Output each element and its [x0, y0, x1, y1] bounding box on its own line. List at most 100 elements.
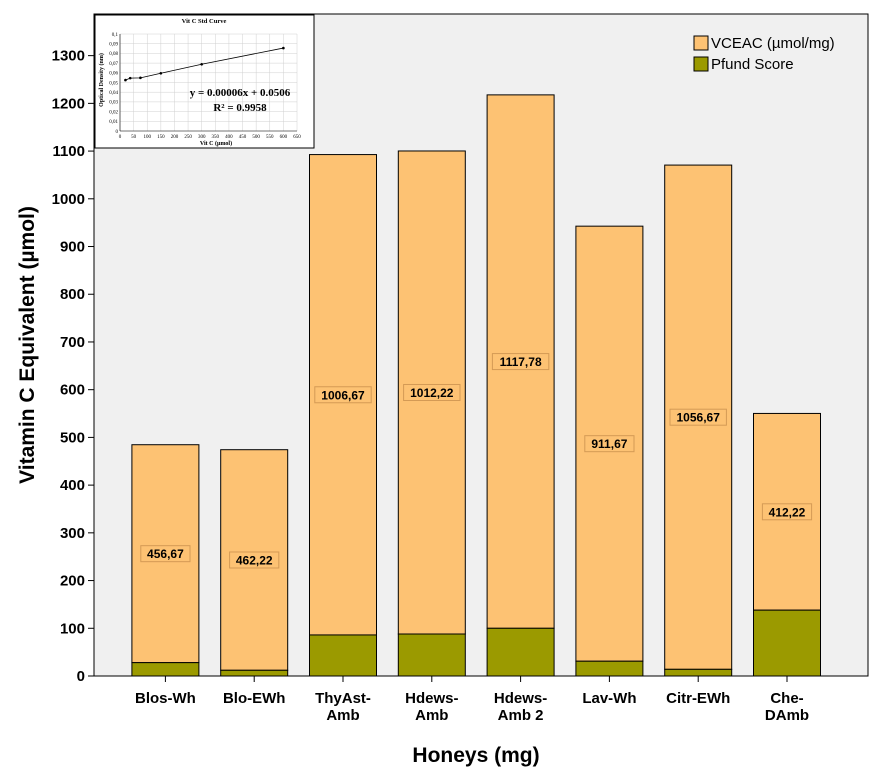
x-axis-title: Honeys (mg)	[412, 744, 539, 767]
bar-pfund	[486, 627, 555, 677]
x-tick-label: Blos-Wh	[135, 690, 196, 707]
inset-y-tick-label: 0,07	[109, 62, 118, 67]
inset-x-tick-label: 500	[252, 135, 260, 140]
y-tick-label: 700	[60, 334, 85, 351]
x-tick-label: Amb	[326, 707, 359, 724]
inset-x-tick-label: 100	[143, 135, 151, 140]
inset-x-tick-label: 400	[225, 135, 233, 140]
inset-x-tick-label: 600	[280, 135, 288, 140]
y-tick-label: 900	[60, 239, 85, 256]
inset-x-tick-label: 550	[266, 135, 274, 140]
x-tick-label: Hdews-	[405, 690, 458, 707]
inset-std-curve: Vit C Std Curve 0 50 100 150 200 250 300 350 400…	[94, 14, 315, 149]
inset-y-tick-label: 0,05	[109, 81, 118, 86]
data-label-box	[140, 545, 191, 563]
y-tick-label: 1200	[52, 95, 85, 112]
inset-point	[282, 46, 285, 50]
inset-x-tick-label: 200	[171, 135, 179, 140]
inset-x-tick-label: 350	[212, 135, 220, 140]
data-label: 1117,78	[500, 355, 542, 369]
bar-pfund	[575, 660, 644, 677]
y-tick-label: 1000	[52, 191, 85, 208]
inset-y-tick-label: 0,02	[109, 110, 118, 115]
bar-pfund	[397, 633, 466, 677]
legend-swatch-pfund	[693, 56, 709, 72]
inset-y-axis-title: Optical Density (nm)	[98, 53, 105, 107]
y-tick-label: 1300	[52, 48, 85, 65]
y-axis: 0 100 200 300 400 500 600 700 800 900 1000 1100 1200…	[52, 48, 94, 685]
data-label-box	[314, 386, 372, 404]
inset-y-tick-label: 0,1	[112, 33, 119, 38]
x-tick-label: ThyAst-	[315, 690, 371, 707]
x-tick-label: Blo-EWh	[223, 690, 285, 707]
inset-ticks: 0 50 100 150 200 250 300 350 400 450 500 550 600 650 0…	[109, 33, 301, 140]
y-axis-title: Vitamin C Equivalent (µmol)	[16, 206, 39, 484]
y-tick-label: 300	[60, 525, 85, 542]
data-label: 412,22	[769, 505, 806, 519]
y-tick-label: 400	[60, 477, 85, 494]
data-label: 911,67	[591, 437, 627, 451]
inset-x-tick-label: 50	[131, 135, 137, 140]
inset-point	[139, 76, 142, 80]
inset-x-tick-label: 300	[198, 135, 206, 140]
y-tick-label: 800	[60, 286, 85, 303]
y-tick-label: 600	[60, 382, 85, 399]
inset-equation: y = 0.00006x + 0.0506	[190, 87, 291, 99]
data-label-box	[584, 435, 635, 453]
legend-label-vceac: VCEAC (µmol/mg)	[711, 35, 835, 52]
inset-y-tick-label: 0,03	[109, 101, 118, 106]
legend: VCEAC (µmol/mg) Pfund Score	[693, 35, 835, 73]
y-tick-label: 1100	[52, 143, 85, 160]
inset-y-tick-label: 0,08	[109, 52, 118, 57]
data-label-box	[491, 353, 550, 371]
x-tick-label: Hdews-	[494, 690, 547, 707]
x-tick-label: Amb	[415, 707, 448, 724]
inset-y-tick-label: 0,01	[109, 120, 118, 125]
data-label: 1006,67	[321, 388, 365, 402]
bar-pfund	[664, 668, 733, 677]
x-tick-label: Citr-EWh	[666, 690, 730, 707]
x-axis: Blos-Wh Blo-EWh ThyAst-AmbHdews-AmbHdews-A…	[135, 676, 809, 724]
data-label-box	[403, 383, 461, 401]
inset-y-tick-label: 0	[116, 130, 119, 135]
data-label: 462,22	[236, 553, 273, 567]
x-tick-label: Che-	[770, 690, 803, 707]
data-label-box	[669, 408, 727, 426]
inset-x-tick-label: 250	[184, 135, 192, 140]
data-label: 1012,22	[410, 386, 454, 400]
bar-pfund	[753, 609, 821, 677]
inset-x-tick-label: 0	[119, 135, 122, 140]
y-tick-label: 200	[60, 573, 85, 590]
data-label-box	[229, 551, 280, 569]
x-tick-label: Lav-Wh	[582, 690, 636, 707]
bar-pfund	[131, 662, 200, 677]
x-tick-label: DAmb	[765, 707, 809, 724]
data-label-box	[761, 503, 813, 521]
inset-x-axis-title: Vit C (µmol)	[200, 140, 232, 147]
inset-x-tick-label: 150	[157, 135, 165, 140]
inset-y-tick-label: 0,09	[109, 43, 118, 48]
inset-point	[124, 78, 127, 82]
data-label: 1056,67	[677, 411, 721, 425]
inset-points	[124, 46, 285, 82]
inset-grid	[119, 33, 298, 132]
inset-point	[159, 71, 163, 75]
inset-point	[200, 62, 203, 66]
data-label: 456,67	[147, 547, 184, 561]
y-tick-label: 500	[60, 429, 85, 446]
legend-label-pfund: Pfund Score	[711, 56, 794, 73]
inset-point	[128, 76, 132, 80]
bar-pfund	[309, 634, 377, 677]
inset-title: Vit C Std Curve	[182, 18, 227, 25]
inset-frame	[94, 14, 315, 149]
inset-y-tick-label: 0,04	[109, 91, 118, 96]
legend-swatch-vceac	[693, 35, 709, 51]
inset-y-tick-label: 0,06	[109, 72, 118, 77]
bar-pfund	[220, 669, 289, 677]
inset-x-tick-label: 650	[293, 135, 301, 140]
y-tick-label: 0	[77, 668, 85, 685]
x-tick-label: Amb 2	[498, 707, 544, 724]
bars: 456,67 462,22 1006,67 1012,22 1117,78 911,67 1…	[131, 94, 821, 677]
y-tick-label: 100	[60, 620, 85, 637]
